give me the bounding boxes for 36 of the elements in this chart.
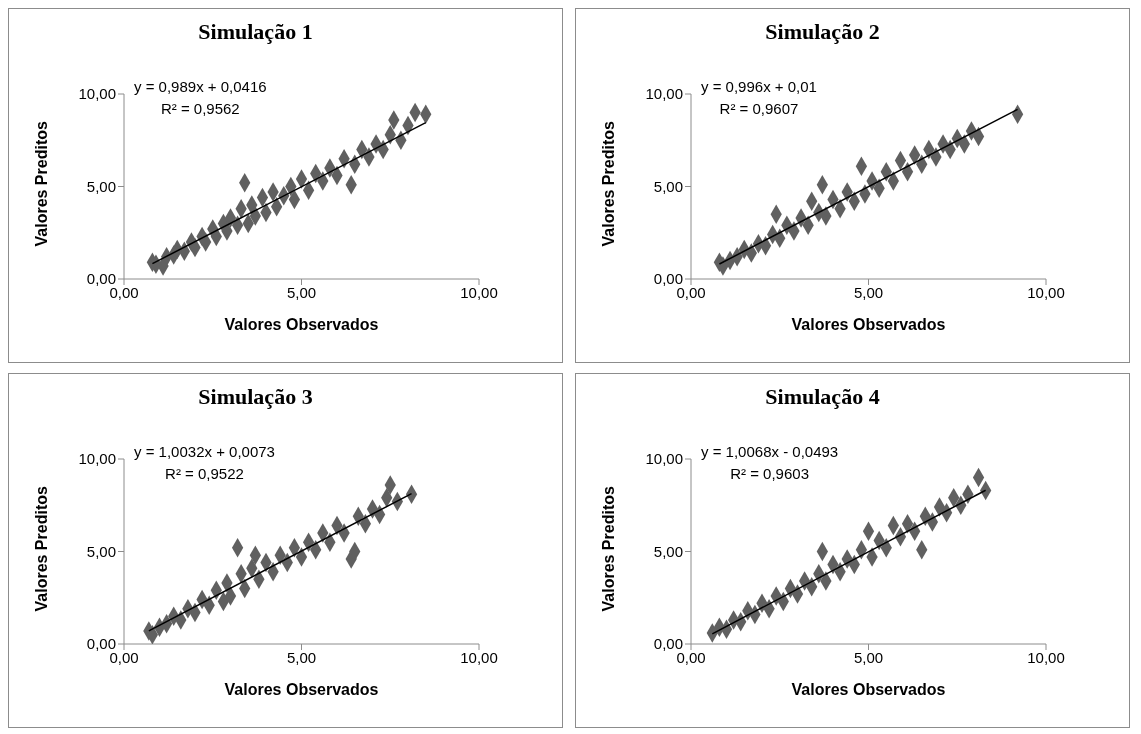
chart-title: Simulação 1 [197, 19, 314, 45]
y-axis-title: Valores Preditos [32, 121, 50, 247]
y-tick-label: 10,00 [645, 85, 683, 103]
y-tick-label: 5,00 [653, 177, 683, 195]
y-tick-label: 10,00 [78, 450, 116, 468]
x-tick-label: 5,00 [853, 648, 884, 666]
x-tick-label: 10,00 [460, 283, 498, 301]
y-axis-title: Valores Preditos [599, 486, 617, 612]
chart-title: Simulação 3 [197, 384, 314, 410]
x-axis-title: Valores Observados [224, 681, 379, 698]
annotation: y = 0,989x + 0,0416 [134, 77, 267, 97]
x-tick-label: 10,00 [1027, 283, 1065, 301]
y-axis-title: Valores Preditos [599, 121, 617, 247]
x-tick-label: 10,00 [1027, 648, 1065, 666]
annotation: y = 1,0032x + 0,0073 [134, 442, 275, 462]
chart-title: Simulação 2 [764, 19, 881, 45]
annotation: R² = 0,9522 [164, 464, 245, 484]
y-tick-label: 5,00 [86, 177, 116, 195]
y-tick-label: 5,00 [653, 542, 683, 560]
y-axis-title: Valores Preditos [32, 486, 50, 612]
x-tick-label: 5,00 [853, 283, 884, 301]
x-axis-title: Valores Observados [791, 316, 946, 333]
x-tick-label: 10,00 [460, 648, 498, 666]
annotation: y = 0,996x + 0,01 [701, 77, 817, 97]
annotation: R² = 0,9562 [159, 99, 241, 119]
annotation: R² = 0,9607 [718, 99, 800, 119]
x-axis-title: Valores Observados [791, 681, 946, 698]
y-tick-label: 10,00 [645, 450, 683, 468]
annotation: R² = 0,9603 [729, 464, 810, 484]
y-tick-label: 5,00 [86, 542, 116, 560]
x-tick-label: 5,00 [286, 648, 317, 666]
x-tick-label: 5,00 [286, 283, 317, 301]
chart-title: Simulação 4 [764, 384, 881, 410]
x-axis-title: Valores Observados [224, 316, 379, 333]
annotation: y = 1,0068x - 0,0493 [701, 442, 839, 462]
y-tick-label: 10,00 [78, 85, 116, 103]
